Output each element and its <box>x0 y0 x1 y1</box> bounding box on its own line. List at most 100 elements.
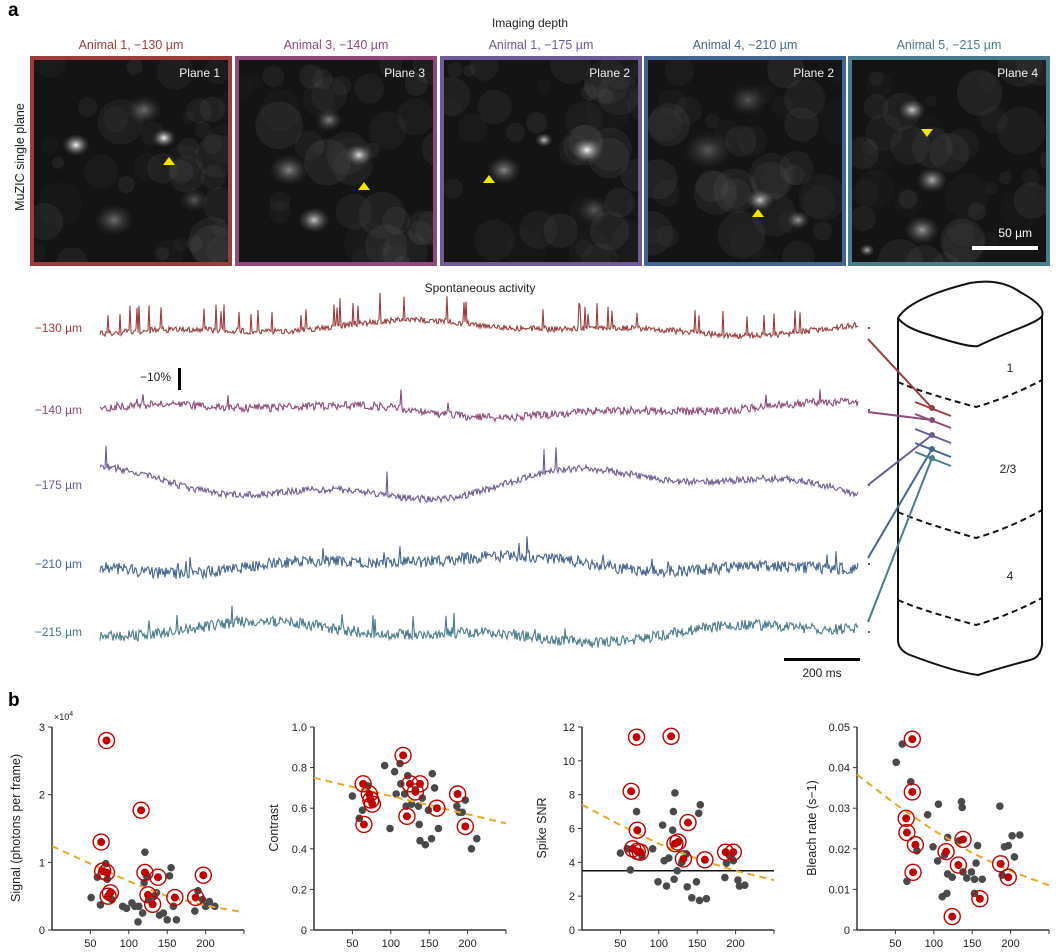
tissue-texture <box>174 237 189 252</box>
tissue-texture <box>1022 168 1040 187</box>
scatter-chart: 50 100 150 200 0 2 4 6 8 10 12 <box>563 722 775 950</box>
activity-trace <box>99 605 859 648</box>
highlight-point <box>902 828 911 837</box>
tissue-texture <box>344 220 390 262</box>
data-point <box>892 758 900 767</box>
tissue-texture <box>673 96 703 125</box>
target-arrowhead-icon <box>163 157 175 165</box>
tissue-texture <box>574 239 594 258</box>
tissue-texture <box>627 86 638 120</box>
data-point <box>664 854 673 862</box>
tissue-texture <box>626 197 638 217</box>
tissue-texture <box>526 112 548 134</box>
activity-trace <box>99 445 859 504</box>
data-point <box>658 821 667 829</box>
x-tick-label: 200 <box>726 938 744 950</box>
data-point <box>467 845 476 853</box>
cell-body <box>859 243 875 257</box>
plane-label: Plane 4 <box>997 66 1038 80</box>
data-point <box>1004 841 1013 850</box>
tissue-texture <box>469 60 499 81</box>
tissue-texture <box>852 179 880 208</box>
x-tick-label: 50 <box>84 938 96 950</box>
data-point <box>967 868 976 876</box>
data-point <box>434 824 443 833</box>
highlight-point <box>140 868 149 877</box>
y-tick-label: 4 <box>569 857 575 869</box>
tissue-texture <box>929 132 970 173</box>
y-tick-label: 0 <box>301 925 307 937</box>
highlight-ring <box>662 727 680 746</box>
highlight-point <box>368 800 377 809</box>
data-point <box>453 802 461 810</box>
tissue-texture <box>866 71 893 98</box>
y-axis-label: Spike SNR <box>535 796 549 859</box>
data-point <box>734 876 742 884</box>
tissue-texture <box>604 187 635 218</box>
cell-body <box>62 133 90 157</box>
data-point <box>386 824 394 833</box>
y-tick-label: 0 <box>569 925 575 937</box>
tissue-texture <box>583 74 608 99</box>
tissue-texture <box>169 159 194 184</box>
depth-connector-line <box>867 338 933 409</box>
data-point <box>392 790 400 798</box>
imaging-plane-dot <box>929 432 935 438</box>
tissue-texture <box>382 229 428 262</box>
tissue-texture <box>585 87 631 133</box>
data-point <box>428 769 437 778</box>
tissue-texture <box>239 74 253 101</box>
highlight-ring <box>897 809 915 828</box>
highlight-ring <box>904 863 922 882</box>
y-tick-label: 1 <box>39 857 45 869</box>
highlight-ring <box>669 833 687 851</box>
highlight-ring <box>991 855 1010 873</box>
tissue-texture <box>304 139 351 186</box>
y-tick-label: 0.01 <box>829 884 850 896</box>
highlight-point <box>148 900 157 909</box>
image-scale-label: 50 µm <box>998 226 1032 240</box>
tissue-texture <box>722 184 737 199</box>
tissue-texture <box>648 228 662 245</box>
data-point <box>692 877 701 886</box>
tissue-texture <box>863 94 889 120</box>
time-scale-label: 200 ms <box>802 666 842 680</box>
tissue-texture <box>186 98 212 124</box>
tissue-texture <box>597 73 638 116</box>
tissue-texture <box>312 140 327 155</box>
cell-body <box>904 215 940 245</box>
tissue-texture <box>199 96 225 123</box>
cell-body <box>269 154 309 186</box>
tissue-texture <box>865 113 903 151</box>
tissue-texture <box>1039 150 1046 171</box>
data-point <box>972 859 980 867</box>
tissue-texture <box>779 151 814 186</box>
tissue-texture <box>1016 60 1046 86</box>
x-tick-label: 50 <box>889 938 901 950</box>
tissue-texture <box>463 64 476 77</box>
tissue-texture <box>653 179 680 207</box>
tissue-texture <box>890 125 930 165</box>
tissue-texture <box>255 101 303 150</box>
highlight-point <box>432 804 441 813</box>
target-arrowhead-icon <box>483 175 495 183</box>
highlight-point <box>627 787 636 796</box>
time-scale-bar <box>784 658 860 661</box>
tissue-texture <box>181 111 194 125</box>
tissue-texture <box>156 60 194 90</box>
highlight-ring <box>724 843 742 861</box>
data-point <box>163 916 171 924</box>
highlight-point <box>106 888 115 897</box>
cell-body <box>486 155 522 185</box>
layer-boundary-23-4 <box>897 509 1043 540</box>
trace-depth-label: −210 µm <box>34 557 82 571</box>
scatter-chart: 50 100 150 200 0 1 2 3 <box>39 722 245 950</box>
highlight-ring <box>898 823 916 842</box>
data-point <box>430 784 439 792</box>
cell-body <box>94 204 134 236</box>
highlight-ring <box>101 884 120 902</box>
dff-scale-label: −10% <box>140 370 172 384</box>
tissue-texture <box>693 171 738 215</box>
tissue-texture <box>408 220 433 245</box>
tissue-texture <box>979 105 1008 134</box>
